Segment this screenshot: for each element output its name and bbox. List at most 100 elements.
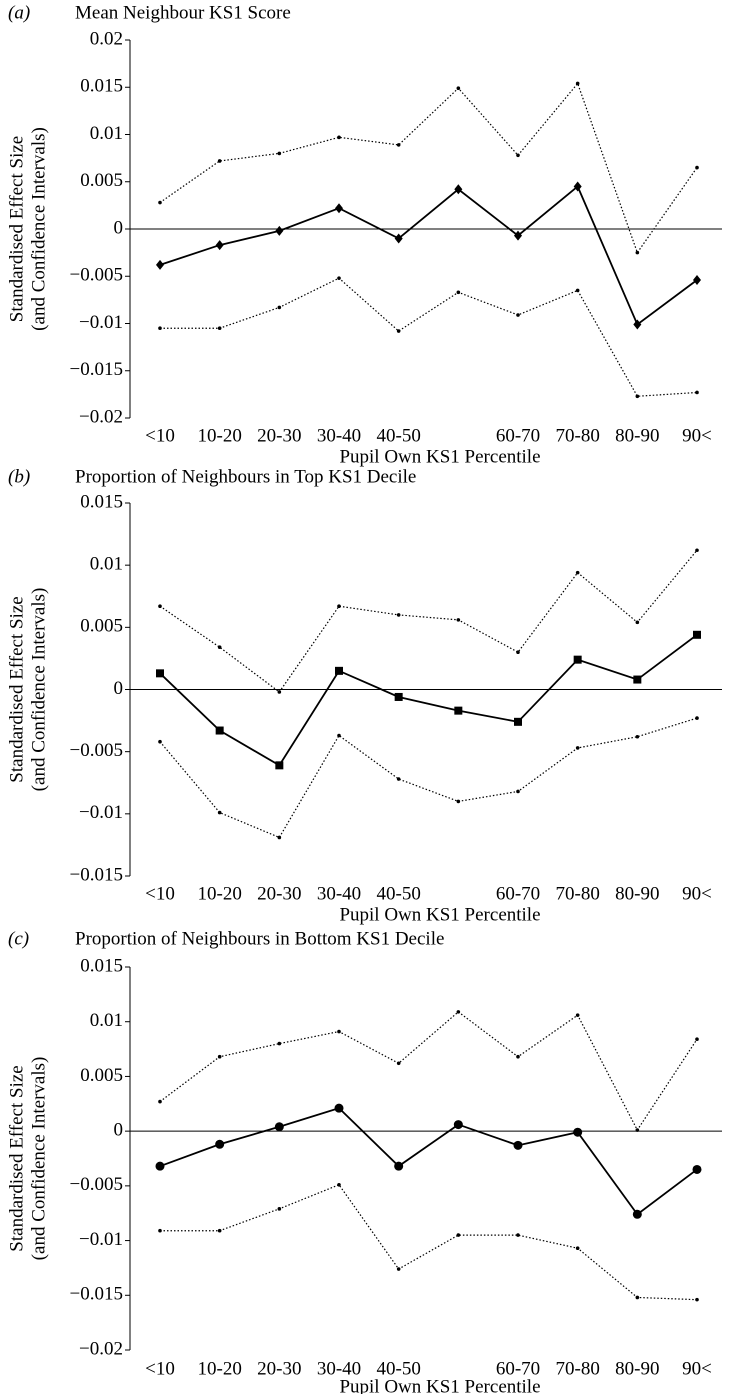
marker <box>334 1103 344 1113</box>
y-axis-label: Standardised Effect Size <box>6 136 27 322</box>
x-tick-label: 90< <box>682 425 712 446</box>
y-tick-label: −0.01 <box>79 802 123 823</box>
ci-point <box>516 650 520 654</box>
x-tick-label: <10 <box>145 425 175 446</box>
ci-point <box>516 789 520 794</box>
x-tick-label: 10-20 <box>198 425 242 446</box>
x-tick-label: 20-30 <box>257 883 301 904</box>
marker <box>693 275 701 286</box>
marker <box>155 1161 165 1171</box>
ci-point <box>575 1246 580 1251</box>
marker <box>454 706 463 715</box>
x-tick-label: 60-70 <box>496 883 540 904</box>
marker <box>692 1164 702 1174</box>
y-tick-label: 0.01 <box>90 1010 123 1031</box>
ci-point <box>575 81 580 86</box>
y-tick-label: 0.015 <box>80 76 123 97</box>
y-tick-label: −0.015 <box>70 1284 123 1305</box>
ci-point <box>277 305 282 310</box>
y-tick-label: 0.01 <box>90 123 123 144</box>
ci-point <box>575 1013 580 1017</box>
y-tick-label: 0 <box>114 1120 124 1141</box>
marker <box>573 181 582 192</box>
marker <box>274 1122 284 1132</box>
ci-point <box>456 290 461 295</box>
y-axis-label: (and Confidence Intervals) <box>28 588 49 792</box>
y-tick-label: 0.02 <box>90 28 123 49</box>
ci-point <box>277 1207 282 1211</box>
y-tick-label: 0.005 <box>80 1065 123 1086</box>
ci-point <box>456 799 461 804</box>
ci-point <box>158 604 162 608</box>
ci-point <box>217 326 222 331</box>
marker <box>215 726 224 735</box>
ci-point <box>337 135 341 140</box>
marker <box>693 630 701 639</box>
ci-point <box>217 159 222 163</box>
series-line <box>159 1011 698 1132</box>
y-tick-label: 0 <box>114 217 124 238</box>
ci-point <box>635 734 640 739</box>
ci-point <box>277 1041 282 1046</box>
y-axis-label: (and Confidence Intervals) <box>28 127 49 331</box>
ci-point <box>516 153 520 158</box>
x-tick-label: 70-80 <box>556 883 600 904</box>
y-tick-label: −0.005 <box>70 265 123 286</box>
ci-point <box>635 250 640 255</box>
marker <box>215 1139 225 1149</box>
y-axis-label: Standardised Effect Size <box>6 596 27 782</box>
x-tick-label: 90< <box>682 1358 712 1379</box>
y-tick-label: 0 <box>114 678 124 699</box>
ci-point <box>695 1037 699 1042</box>
ci-point <box>695 165 699 170</box>
y-tick-label: 0.005 <box>80 170 123 191</box>
ci-point <box>337 1029 341 1034</box>
ci-point <box>695 716 699 720</box>
chart-title: Proportion of Neighbours in Top KS1 Deci… <box>75 466 416 487</box>
x-tick-label: 20-30 <box>257 1358 301 1379</box>
ci-point <box>158 1099 162 1104</box>
marker <box>513 1140 523 1150</box>
x-tick-label: 10-20 <box>198 1358 242 1379</box>
x-tick-label: 60-70 <box>496 425 540 446</box>
series-line <box>159 549 698 693</box>
y-tick-label: 0.015 <box>80 491 123 512</box>
x-tick-label: 70-80 <box>556 425 600 446</box>
marker <box>633 319 642 330</box>
marker <box>275 761 284 770</box>
y-axis-label: Standardised Effect Size <box>6 1065 27 1251</box>
ci-point <box>158 739 162 744</box>
ci-point <box>516 313 520 317</box>
x-tick-label: 70-80 <box>556 1358 600 1379</box>
ci-point <box>277 835 282 840</box>
ci-point <box>695 1297 699 1302</box>
marker <box>514 717 522 726</box>
ci-point <box>158 200 162 205</box>
x-axis-label: Pupil Own KS1 Percentile <box>339 446 540 467</box>
x-tick-label: <10 <box>145 1358 175 1379</box>
ci-point <box>217 810 222 815</box>
x-axis-label: Pupil Own KS1 Percentile <box>339 1376 540 1394</box>
series-line <box>159 1107 698 1216</box>
marker <box>453 1120 463 1130</box>
ci-point <box>217 645 222 650</box>
series-line <box>159 634 698 767</box>
x-axis-label: Pupil Own KS1 Percentile <box>339 904 540 925</box>
x-tick-label: 60-70 <box>496 1358 540 1379</box>
marker <box>573 655 582 664</box>
y-tick-label: −0.02 <box>79 406 123 427</box>
marker <box>633 675 642 684</box>
series-line <box>160 1184 698 1301</box>
ci-point <box>337 604 341 608</box>
y-tick-label: −0.01 <box>79 1229 123 1250</box>
y-axis-label: (and Confidence Intervals) <box>28 1057 49 1261</box>
marker <box>215 240 224 251</box>
series-line <box>159 185 698 326</box>
x-tick-label: 80-90 <box>615 883 659 904</box>
series-line <box>159 82 698 254</box>
y-tick-label: −0.015 <box>70 864 123 885</box>
marker <box>573 1127 583 1137</box>
ci-point <box>217 1228 222 1233</box>
